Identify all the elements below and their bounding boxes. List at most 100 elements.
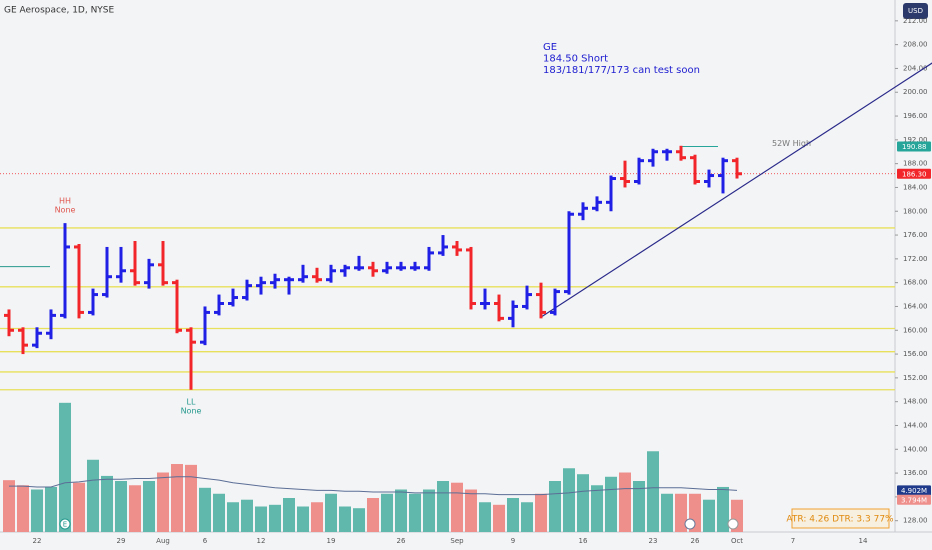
ohlc-bar xyxy=(704,169,714,188)
volume-bar xyxy=(437,481,449,532)
note-text: 184.50 Short xyxy=(543,54,608,65)
volume-bar xyxy=(87,459,99,532)
annotation: None xyxy=(55,206,76,215)
y-tick-label: 212.00 xyxy=(903,17,928,25)
volume-bar xyxy=(591,485,603,532)
ohlc-bar xyxy=(522,285,532,310)
y-tick-label: 136.00 xyxy=(903,469,928,477)
52w-high-label: 52W High xyxy=(772,139,811,148)
annotation: HH xyxy=(59,197,71,206)
x-tick-label: 12 xyxy=(257,537,266,545)
volume-bar xyxy=(3,480,15,532)
volume-bar xyxy=(17,485,29,532)
stats-box xyxy=(791,508,890,529)
x-tick-label: 7 xyxy=(791,537,795,545)
volume-bar xyxy=(255,506,267,532)
x-tick-label: 26 xyxy=(397,537,406,545)
volume-bar xyxy=(423,489,435,532)
x-tick-label: Oct xyxy=(731,537,743,545)
volume-bar xyxy=(227,502,239,532)
volume-bar xyxy=(213,493,225,532)
volume-bar xyxy=(73,482,85,532)
ohlc-bar xyxy=(592,196,602,212)
volume-bar xyxy=(311,502,323,532)
y-tick-label: 160.00 xyxy=(903,326,928,334)
volume-bar xyxy=(143,481,155,532)
volume-bar xyxy=(675,493,687,532)
trendline xyxy=(540,62,932,318)
y-tick-label: 208.00 xyxy=(903,41,928,49)
y-tick-label: 156.00 xyxy=(903,350,928,358)
volume-bar xyxy=(465,489,477,532)
ohlc-bar xyxy=(396,261,406,271)
volume-pane xyxy=(3,402,743,532)
volume-bar xyxy=(409,493,421,532)
ohlc-bar xyxy=(354,255,364,271)
x-tick-label: 6 xyxy=(203,537,208,545)
volume-bar xyxy=(269,504,281,532)
ohlc-bar xyxy=(242,279,252,301)
volume-bar xyxy=(451,482,463,532)
volume-bar xyxy=(199,487,211,532)
x-tick-label: 29 xyxy=(117,537,126,545)
ohlc-bar xyxy=(648,148,658,167)
ohlc-bar xyxy=(4,309,14,337)
ohlc-bar xyxy=(32,327,42,349)
volume-bar xyxy=(493,504,505,532)
volume-bar xyxy=(171,464,183,532)
y-tick-label: 192.00 xyxy=(903,136,928,144)
ohlc-bar xyxy=(312,267,322,283)
volume-bar xyxy=(325,493,337,532)
ohlc-bar xyxy=(550,288,560,316)
volume-bar xyxy=(479,502,491,532)
volume-bar xyxy=(101,475,113,532)
volume-bar xyxy=(185,464,197,532)
ohlc-bar xyxy=(424,246,434,271)
ohlc-bar xyxy=(144,258,154,289)
y-tick-label: 168.00 xyxy=(903,279,928,287)
ohlc-bar xyxy=(452,241,462,256)
volume-bar xyxy=(31,489,43,532)
volume-bar xyxy=(605,476,617,532)
volume-bar xyxy=(353,508,365,532)
price-tag: 190.88 xyxy=(902,143,927,151)
volume-bar xyxy=(507,498,519,532)
volume-ma xyxy=(9,476,738,496)
x-tick-label: Aug xyxy=(156,537,170,545)
volume-tag: 3.794M xyxy=(901,496,927,504)
ohlc-bar xyxy=(18,327,28,355)
ohlc-bar xyxy=(508,300,518,328)
earnings-icon xyxy=(59,518,71,530)
volume-bar xyxy=(339,506,351,532)
ohlc-bar xyxy=(186,327,196,390)
ohlc-bar xyxy=(676,145,686,161)
price-tag-bg xyxy=(897,168,931,179)
ohlc-bar xyxy=(326,264,336,283)
y-tick-label: 184.00 xyxy=(903,183,928,191)
volume-bar xyxy=(647,451,659,532)
ohlc-bar xyxy=(228,288,238,307)
volume-tag-bg xyxy=(897,494,931,505)
volume-bar xyxy=(633,481,645,532)
ohlc-bar xyxy=(578,202,588,221)
stats: ATR: 4.26 DTR: 3.3 77% xyxy=(786,515,894,525)
ohlc-bar xyxy=(620,160,630,188)
ohlc-bar xyxy=(298,264,308,283)
x-tick-label: 16 xyxy=(579,537,588,545)
x-tick-label: 19 xyxy=(327,537,336,545)
ohlc-bar xyxy=(46,309,56,340)
y-tick-label: 148.00 xyxy=(903,398,928,406)
ohlc-bar xyxy=(718,157,728,194)
volume-bar xyxy=(157,472,169,532)
ohlc-bar xyxy=(60,223,70,319)
ohlc-bar xyxy=(732,157,742,179)
ohlc-bar xyxy=(466,246,476,310)
event-icon xyxy=(684,518,696,530)
ohlc-bar xyxy=(564,211,574,295)
volume-bar xyxy=(297,506,309,532)
x-tick-label: Sep xyxy=(450,537,464,545)
volume-bar xyxy=(717,486,729,532)
y-tick-label: 128.00 xyxy=(903,517,928,525)
note-text: 183/181/177/173 can test soon xyxy=(543,65,700,76)
